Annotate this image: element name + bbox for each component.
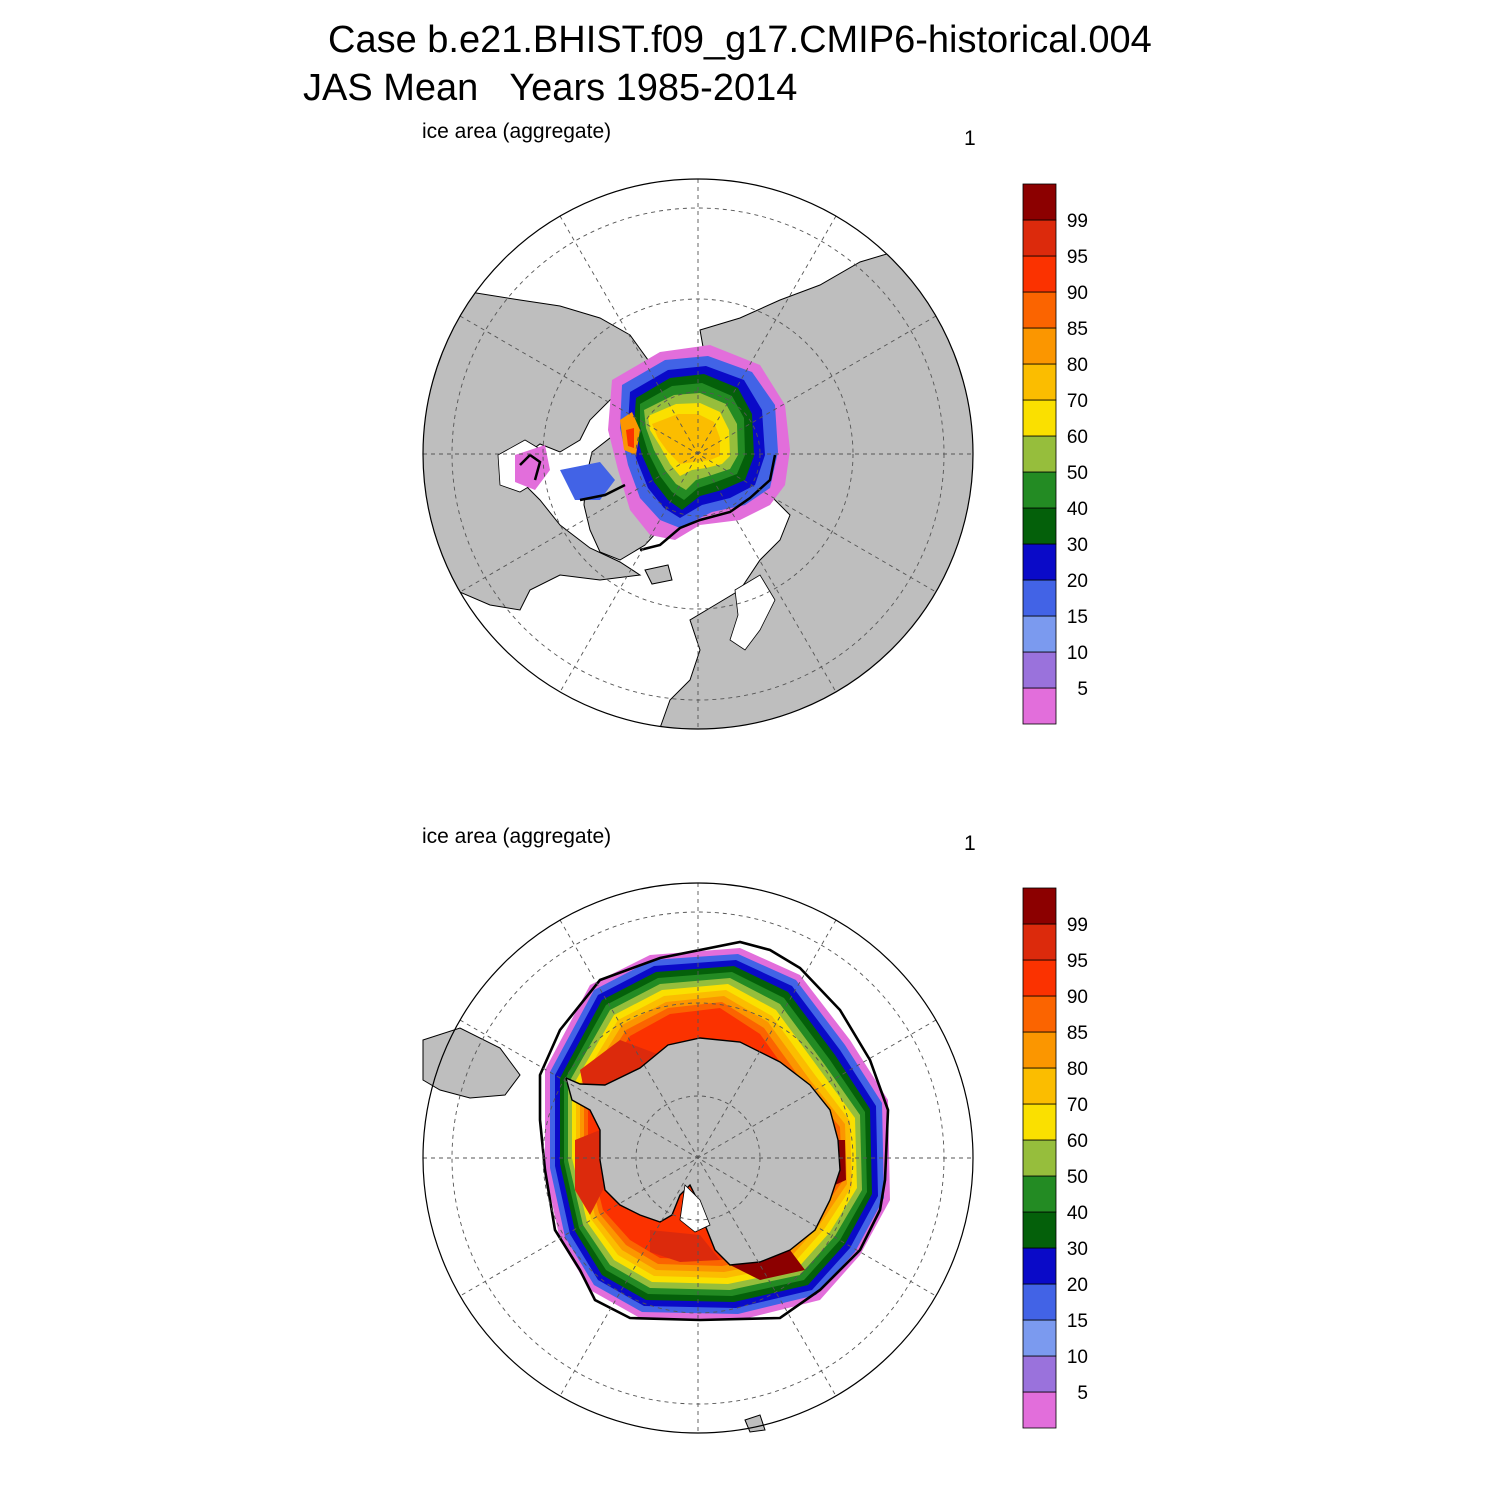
south-colorbar-box-2 — [1022, 1319, 1057, 1357]
arctic-graticule — [423, 179, 973, 729]
north-colorbar-label-0: 5 — [1077, 679, 1088, 700]
south-colorbar-label-9: 80 — [1067, 1059, 1088, 1080]
north-colorbar-box-11 — [1022, 291, 1057, 329]
south-panel-label: ice area (aggregate) — [422, 825, 612, 848]
south-colorbar-label-1: 10 — [1067, 1347, 1088, 1368]
north-panel-number: 1 — [964, 127, 976, 150]
south-colorbar-box-13 — [1022, 923, 1057, 961]
south-colorbar-label-6: 50 — [1067, 1167, 1088, 1188]
arctic-map-border — [422, 178, 974, 730]
north-colorbar-label-7: 60 — [1067, 427, 1088, 448]
south-colorbar-box-5 — [1022, 1211, 1057, 1249]
north-colorbar-label-1: 10 — [1067, 643, 1088, 664]
north-colorbar-label-11: 90 — [1067, 283, 1088, 304]
south-colorbar-label-2: 15 — [1067, 1311, 1088, 1332]
south-colorbar-label-4: 30 — [1067, 1239, 1088, 1260]
north-colorbar-box-3 — [1022, 579, 1057, 617]
north-colorbar-box-6 — [1022, 471, 1057, 509]
south-colorbar-label-11: 90 — [1067, 987, 1088, 1008]
south-colorbar-box-7 — [1022, 1139, 1057, 1177]
years-label: Years 1985-2014 — [509, 67, 798, 109]
north-colorbar-box-8 — [1022, 399, 1057, 437]
south-colorbar-box-12 — [1022, 959, 1057, 997]
north-colorbar-box-10 — [1022, 327, 1057, 365]
north-colorbar-label-12: 95 — [1067, 247, 1088, 268]
south-colorbar-box-6 — [1022, 1175, 1057, 1213]
figure-title: Case b.e21.BHIST.f09_g17.CMIP6-historica… — [328, 19, 1152, 61]
south-colorbar-label-0: 5 — [1077, 1383, 1088, 1404]
south-colorbar-label-5: 40 — [1067, 1203, 1088, 1224]
north-colorbar-box-9 — [1022, 363, 1057, 401]
south-colorbar-box-10 — [1022, 1031, 1057, 1069]
figure-subtitle: JAS Mean Years 1985-2014 — [303, 66, 797, 110]
south-colorbar-box-0 — [1022, 1391, 1057, 1429]
south-colorbar-box-9 — [1022, 1067, 1057, 1105]
north-colorbar-label-5: 40 — [1067, 499, 1088, 520]
north-colorbar-box-12 — [1022, 255, 1057, 293]
antarctic-observed-contour — [538, 940, 890, 1322]
north-colorbar-label-3: 20 — [1067, 571, 1088, 592]
north-colorbar-label-13: 99 — [1067, 211, 1088, 232]
north-colorbar-label-2: 15 — [1067, 607, 1088, 628]
south-colorbar-box-4 — [1022, 1247, 1057, 1285]
north-colorbar-box-0 — [1022, 687, 1057, 725]
north-colorbar-box-5 — [1022, 507, 1057, 545]
south-colorbar-label-12: 95 — [1067, 951, 1088, 972]
antarctic-map-border — [422, 882, 974, 1434]
south-colorbar-label-10: 85 — [1067, 1023, 1088, 1044]
north-colorbar-label-6: 50 — [1067, 463, 1088, 484]
south-colorbar-box-8 — [1022, 1103, 1057, 1141]
season-label: JAS Mean — [303, 67, 479, 109]
north-colorbar-label-9: 80 — [1067, 355, 1088, 376]
north-colorbar-box-14 — [1022, 183, 1057, 221]
south-colorbar-label-13: 99 — [1067, 915, 1088, 936]
north-colorbar-box-4 — [1022, 543, 1057, 581]
north-colorbar-box-13 — [1022, 219, 1057, 257]
south-colorbar-box-14 — [1022, 887, 1057, 925]
south-colorbar-label-3: 20 — [1067, 1275, 1088, 1296]
south-panel-number: 1 — [964, 832, 976, 855]
south-colorbar-box-1 — [1022, 1355, 1057, 1393]
north-colorbar-box-2 — [1022, 615, 1057, 653]
south-colorbar-label-8: 70 — [1067, 1095, 1088, 1116]
north-colorbar-label-8: 70 — [1067, 391, 1088, 412]
north-colorbar: 5 10 15 20 30 40 50 60 70 80 85 90 95 99 — [1022, 183, 1088, 725]
arctic-map — [422, 178, 974, 730]
arctic-ice-field — [515, 345, 790, 540]
antarctic-graticule — [423, 883, 973, 1433]
south-colorbar-box-11 — [1022, 995, 1057, 1033]
south-colorbar-label-7: 60 — [1067, 1131, 1088, 1152]
south-colorbar-box-3 — [1022, 1283, 1057, 1321]
south-colorbar: 5 10 15 20 30 40 50 60 70 80 85 90 95 99 — [1022, 887, 1088, 1429]
north-colorbar-label-4: 30 — [1067, 535, 1088, 556]
antarctic-map — [422, 882, 974, 1434]
north-panel-label: ice area (aggregate) — [422, 120, 612, 143]
north-colorbar-label-10: 85 — [1067, 319, 1088, 340]
arctic-observed-contour — [519, 453, 777, 552]
north-colorbar-box-1 — [1022, 651, 1057, 689]
north-colorbar-box-7 — [1022, 435, 1057, 473]
